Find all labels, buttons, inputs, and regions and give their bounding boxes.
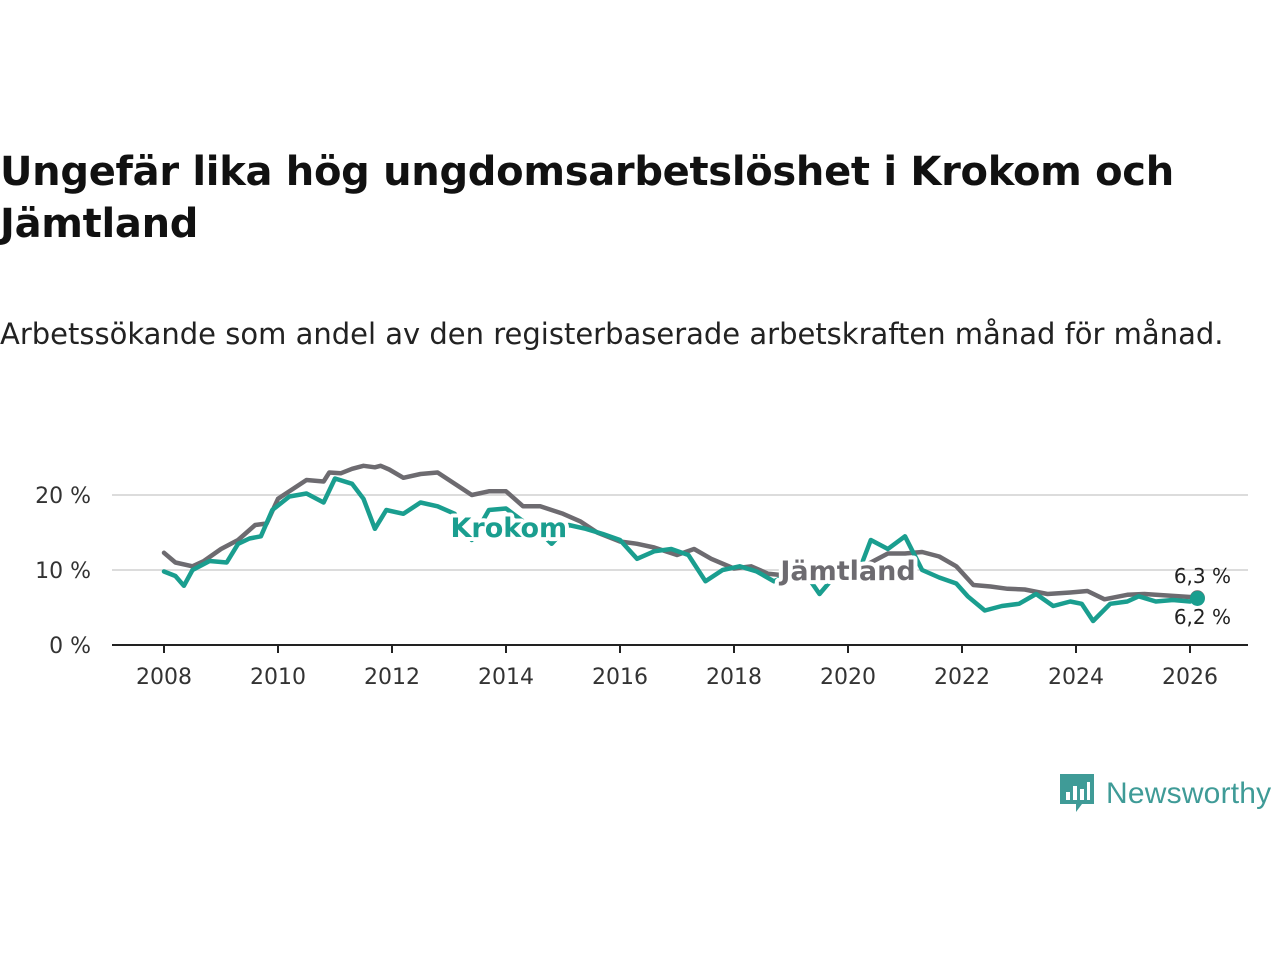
y-tick-label: 10 % — [35, 559, 91, 584]
series-lines — [161, 463, 1200, 624]
x-tick-label: 2020 — [820, 665, 876, 690]
series-label-krokom: Krokom — [450, 513, 567, 544]
x-tick-label: 2010 — [250, 665, 306, 690]
x-tick-label: 2022 — [934, 665, 990, 690]
series-label-krokom-halo: Krokom — [450, 513, 567, 544]
newsworthy-logo[interactable]: Newsworthy — [1058, 772, 1271, 816]
x-tick-label: 2024 — [1048, 665, 1104, 690]
series-label-jamtland: Jämtland — [778, 556, 915, 587]
grid-lines: 0 % 10 % 20 % — [35, 484, 1248, 659]
x-tick-label: 2018 — [706, 665, 762, 690]
x-tick-label: 2012 — [364, 665, 420, 690]
x-tick-label: 2026 — [1162, 665, 1218, 690]
line-chart: 0 % 10 % 20 % 2008 2010 2012 2014 2016 2018 2020… — [35, 463, 1248, 690]
series-label-jamtland-halo: Jämtland — [778, 556, 915, 587]
x-tick-label: 2016 — [592, 665, 648, 690]
series-line-krokom — [161, 476, 1200, 624]
x-tick-label: 2008 — [136, 665, 192, 690]
x-tick-label: 2014 — [478, 665, 534, 690]
end-marker-krokom — [1189, 591, 1205, 606]
chart-title: Ungefär lika hög ungdomsarbetslöshet i K… — [0, 149, 1174, 247]
x-axis: 2008 2010 2012 2014 2016 2018 2020 2022 2024 2026 — [112, 644, 1248, 690]
end-label-jamtland: 6,3 % — [1174, 564, 1231, 588]
y-tick-label: 20 % — [35, 484, 91, 509]
logo-text: Newsworthy — [1106, 777, 1272, 810]
end-label-krokom: 6,2 % — [1174, 605, 1231, 629]
series-line-jmtland — [161, 463, 1200, 602]
newsworthy-logo-icon — [1060, 774, 1094, 812]
y-tick-label: 0 % — [49, 634, 91, 659]
chart-subtitle: Arbetssökande som andel av den registerb… — [0, 317, 1224, 351]
